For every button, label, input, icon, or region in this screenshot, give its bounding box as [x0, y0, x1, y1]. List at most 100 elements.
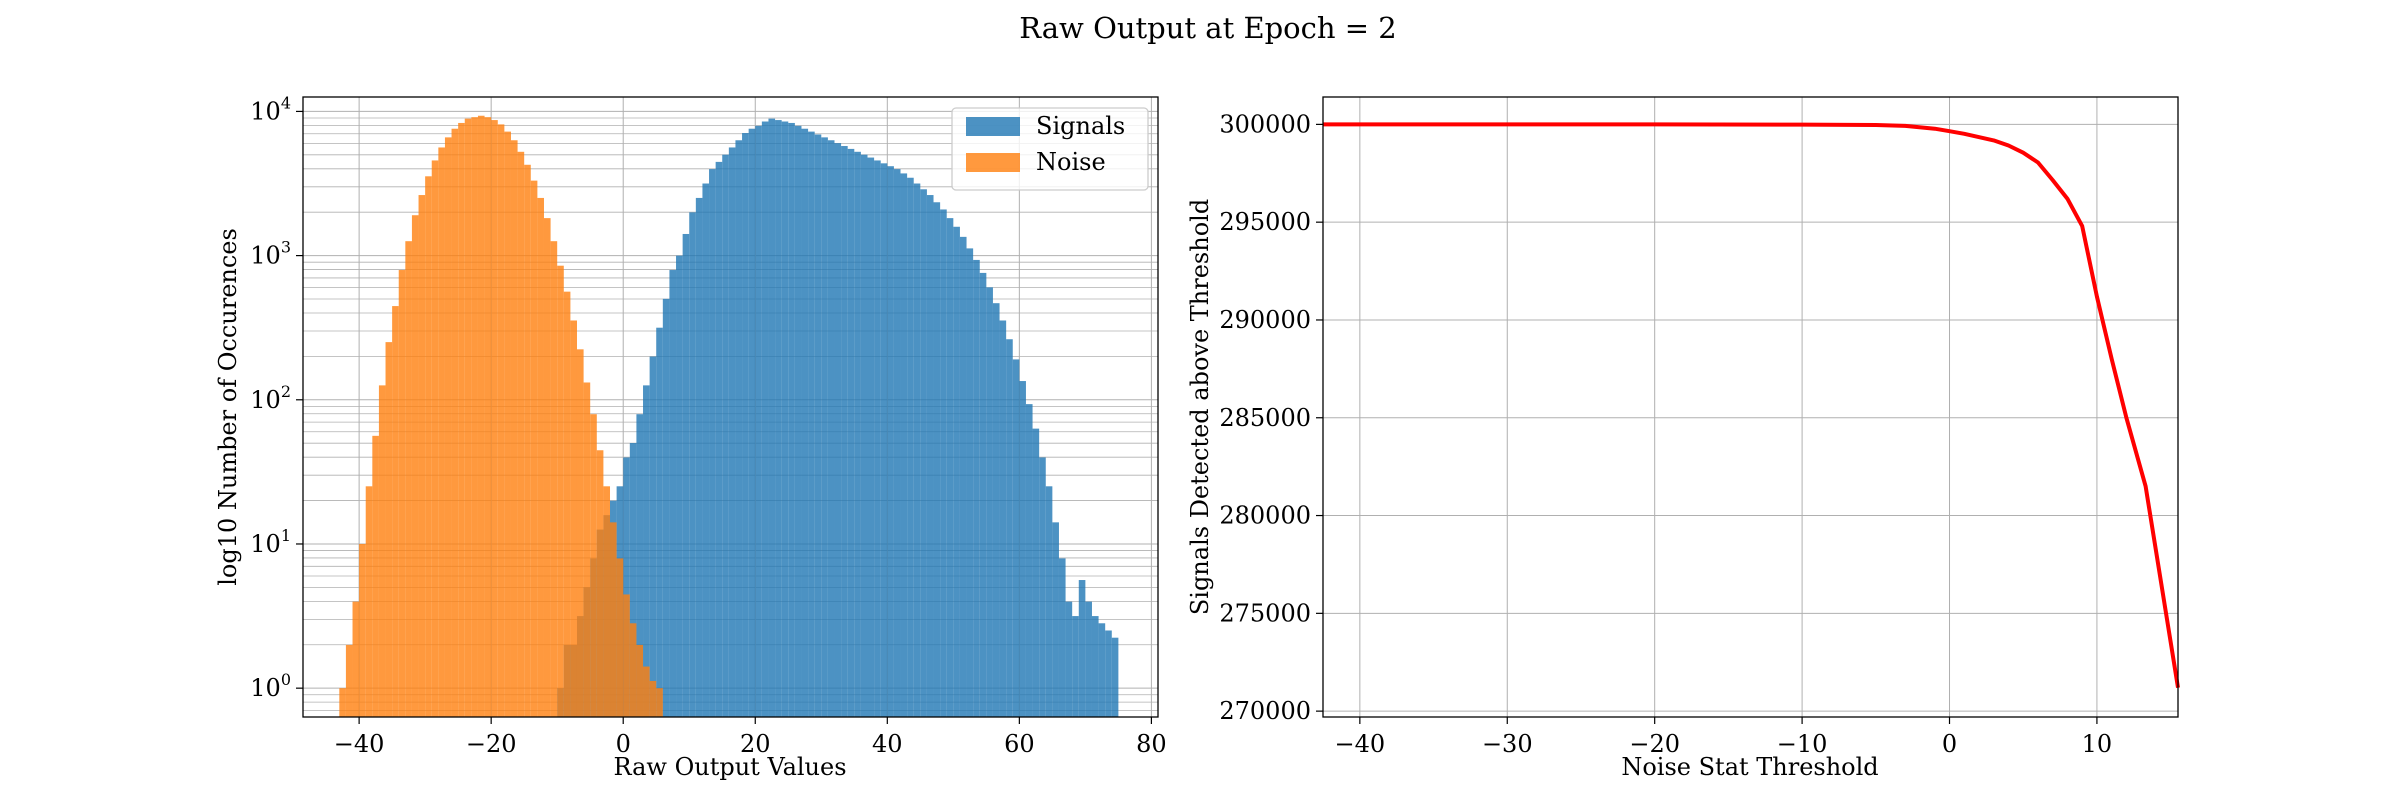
- histogram-bar: [986, 287, 993, 717]
- histogram-bar: [550, 241, 558, 718]
- histogram-y-ticks: 100 101 102 103 104: [250, 93, 303, 702]
- histogram-bar: [867, 157, 875, 718]
- histogram-bar: [992, 303, 1000, 717]
- histogram-bar: [1025, 404, 1033, 717]
- legend-label-signals: Signals: [1036, 112, 1125, 140]
- histogram-bar: [411, 215, 419, 718]
- histogram-bar: [623, 457, 630, 717]
- histogram-legend: Signals Noise: [951, 107, 1149, 191]
- histogram-x-ticks: −40 −20 0 20 40 60 80: [334, 717, 1167, 758]
- histogram-bar: [715, 161, 723, 717]
- histogram-bar: [959, 236, 967, 717]
- x-tick-label: 0: [616, 730, 631, 758]
- histogram-bar: [742, 133, 749, 717]
- histogram-bar: [557, 265, 564, 717]
- histogram-series-noise: [339, 115, 663, 718]
- histogram-bar: [1058, 558, 1066, 717]
- histogram-bar: [438, 147, 445, 718]
- legend-label-noise: Noise: [1036, 148, 1106, 176]
- histogram-bar: [728, 147, 736, 718]
- histogram-bar: [900, 173, 908, 718]
- histogram-bar: [484, 117, 492, 718]
- threshold-grid: [1323, 97, 2178, 717]
- y-tick-label: 101: [250, 526, 291, 558]
- histogram-bar: [596, 450, 604, 717]
- threshold-y-axis-label: Signals Detected above Threshold: [1186, 199, 1214, 615]
- histogram-bar: [1105, 630, 1112, 717]
- histogram-bar: [860, 154, 868, 717]
- histogram-bar: [880, 163, 888, 718]
- histogram-bar: [907, 177, 914, 717]
- histogram-bar: [841, 146, 848, 717]
- histogram-bar: [709, 169, 716, 717]
- histogram-bar: [913, 183, 921, 718]
- histogram-bar: [821, 137, 828, 718]
- histogram-bar: [570, 320, 577, 717]
- histogram-bar: [722, 154, 729, 717]
- histogram-bar: [517, 151, 525, 717]
- histogram-bar: [510, 140, 518, 718]
- histogram-x-axis-label: Raw Output Values: [613, 753, 846, 781]
- histogram-bar: [504, 131, 511, 718]
- histogram-bar: [676, 255, 683, 717]
- histogram-bar: [940, 209, 947, 717]
- threshold-x-axis-label: Noise Stat Threshold: [1621, 753, 1878, 781]
- histogram-bar: [926, 195, 934, 717]
- histogram-bar: [1085, 601, 1092, 717]
- threshold-panel: −40 −30 −20 −10 0 10 270000 275000 280000 285000…: [1186, 96, 2180, 781]
- histogram-bar: [999, 320, 1007, 717]
- histogram-bar: [808, 131, 815, 718]
- histogram-bar: [537, 197, 544, 717]
- histogram-bar: [1078, 580, 1086, 717]
- histogram-bar: [874, 160, 881, 717]
- histogram-bar: [543, 218, 551, 717]
- histogram-bar: [1019, 381, 1026, 717]
- histogram-bar: [583, 382, 591, 717]
- y-tick-label: 275000: [1219, 599, 1311, 627]
- threshold-x-ticks: −40 −30 −20 −10 0 10: [1335, 717, 2113, 758]
- y-tick-label: 270000: [1219, 697, 1311, 725]
- histogram-bar: [425, 176, 432, 718]
- histogram-bar: [1032, 428, 1040, 717]
- histogram-bar: [854, 151, 861, 717]
- x-tick-label: −10: [1777, 730, 1828, 758]
- histogram-bars: [339, 115, 1119, 718]
- y-tick-label: 104: [250, 93, 291, 125]
- histogram-bar: [1052, 522, 1059, 717]
- x-tick-label: 10: [2082, 730, 2113, 758]
- histogram-bar: [352, 601, 360, 717]
- histogram-bar: [979, 272, 987, 717]
- histogram-bar: [761, 121, 769, 718]
- histogram-bar: [610, 522, 617, 717]
- histogram-bar: [1006, 339, 1013, 717]
- histogram-bar: [590, 414, 597, 717]
- histogram-bar: [1065, 601, 1073, 717]
- histogram-bar: [834, 143, 842, 718]
- histogram-series-signals: [557, 118, 1119, 718]
- histogram-bar: [814, 134, 822, 717]
- threshold-y-ticks: 270000 275000 280000 285000 290000 295000 3000…: [1219, 110, 1323, 725]
- histogram-bar: [1039, 457, 1046, 717]
- histogram-bar: [1072, 616, 1079, 717]
- histogram-bar: [339, 688, 346, 717]
- histogram-bar: [372, 435, 379, 717]
- histogram-bar: [345, 644, 353, 717]
- histogram-bar: [669, 270, 677, 717]
- histogram-bar: [781, 121, 789, 718]
- histogram-bar: [365, 486, 373, 717]
- x-tick-label: 20: [740, 730, 771, 758]
- histogram-bar: [1045, 486, 1053, 717]
- y-tick-label: 100: [250, 670, 291, 702]
- histogram-bar: [920, 189, 927, 718]
- histogram-bar: [689, 212, 696, 718]
- x-tick-label: −40: [334, 730, 385, 758]
- histogram-bar: [458, 122, 465, 717]
- x-tick-label: 60: [1004, 730, 1035, 758]
- x-tick-label: 0: [1942, 730, 1957, 758]
- threshold-axes-frame: [1322, 96, 2179, 718]
- x-tick-label: −30: [1482, 730, 1533, 758]
- histogram-bar: [643, 666, 650, 717]
- x-tick-label: −20: [466, 730, 517, 758]
- y-tick-label: 300000: [1219, 110, 1311, 138]
- histogram-bar: [973, 259, 980, 717]
